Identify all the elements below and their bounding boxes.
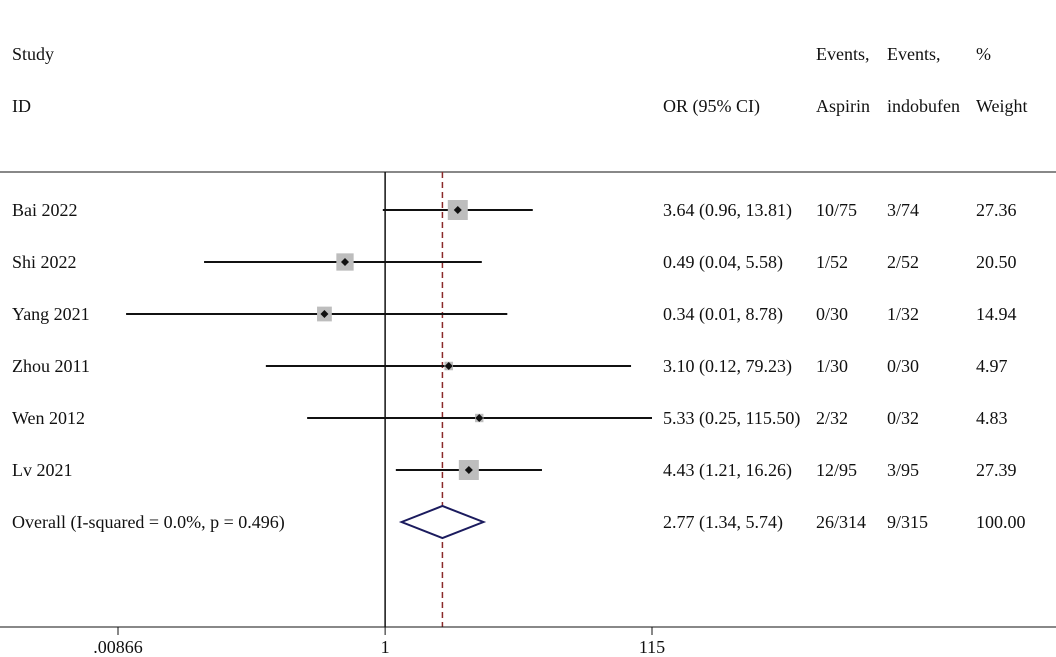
events-indobufen-1: 2/52: [887, 252, 920, 272]
events-indobufen-5: 3/95: [887, 460, 920, 480]
point-estimate-0: [453, 206, 462, 214]
overall-diamond: [398, 504, 487, 540]
weight-text-5: 27.39: [976, 460, 1017, 480]
header-or-ci: OR (95% CI): [663, 96, 760, 116]
weight-text-0: 27.36: [976, 200, 1017, 220]
weight-text-4: 4.83: [976, 408, 1008, 428]
point-estimate-3: [444, 362, 453, 370]
header-events-aspirin-2: Aspirin: [816, 96, 870, 116]
header-events-indobufen-2: indobufen: [887, 96, 960, 116]
weight-text-3: 4.97: [976, 356, 1008, 376]
events-indobufen-0: 3/74: [887, 200, 920, 220]
study-id-1: Shi 2022: [12, 252, 77, 272]
events-aspirin-5: 12/95: [816, 460, 858, 480]
header-study: Study: [12, 44, 55, 64]
weight-text-2: 14.94: [976, 304, 1017, 324]
study-id-2: Yang 2021: [12, 304, 90, 324]
events-aspirin-1: 1/52: [816, 252, 849, 272]
header-weight-1: %: [976, 44, 991, 64]
study-id-4: Wen 2012: [12, 408, 86, 428]
weight-text-1: 20.50: [976, 252, 1017, 272]
events-indobufen-4: 0/32: [887, 408, 920, 428]
overall-weight-text: 100.00: [976, 512, 1026, 532]
or-ci-text-1: 0.49 (0.04, 5.58): [663, 252, 783, 272]
study-id-0: Bai 2022: [12, 200, 78, 220]
point-estimate-5: [464, 466, 473, 474]
events-indobufen-3: 0/30: [887, 356, 920, 376]
overall-events-indobufen: 9/315: [887, 512, 929, 532]
x-tick-label-1: 1: [380, 637, 390, 657]
events-aspirin-2: 0/30: [816, 304, 849, 324]
header-weight-2: Weight: [976, 96, 1028, 116]
point-estimate-2: [320, 310, 329, 318]
point-estimate-1: [340, 258, 349, 266]
point-estimate-4: [475, 414, 484, 422]
events-aspirin-3: 1/30: [816, 356, 849, 376]
header-events-indobufen-1: Events,: [887, 44, 941, 64]
events-indobufen-2: 1/32: [887, 304, 920, 324]
or-ci-text-0: 3.64 (0.96, 13.81): [663, 200, 792, 220]
overall-events-aspirin: 26/314: [816, 512, 867, 532]
x-tick-label-2: 115: [638, 637, 666, 657]
events-aspirin-0: 10/75: [816, 200, 858, 220]
x-tick-label-0: .00866: [93, 637, 143, 657]
study-id-5: Lv 2021: [12, 460, 73, 480]
or-ci-text-5: 4.43 (1.21, 16.26): [663, 460, 792, 480]
study-id-3: Zhou 2011: [12, 356, 90, 376]
header-events-aspirin-1: Events,: [816, 44, 870, 64]
events-aspirin-4: 2/32: [816, 408, 849, 428]
or-ci-text-3: 3.10 (0.12, 79.23): [663, 356, 792, 376]
overall-label: Overall (I-squared = 0.0%, p = 0.496): [12, 512, 285, 532]
or-ci-text-4: 5.33 (0.25, 115.50): [663, 408, 801, 428]
or-ci-text-2: 0.34 (0.01, 8.78): [663, 304, 783, 324]
overall-or-ci-text: 2.77 (1.34, 5.74): [663, 512, 783, 532]
header-id: ID: [12, 96, 31, 116]
